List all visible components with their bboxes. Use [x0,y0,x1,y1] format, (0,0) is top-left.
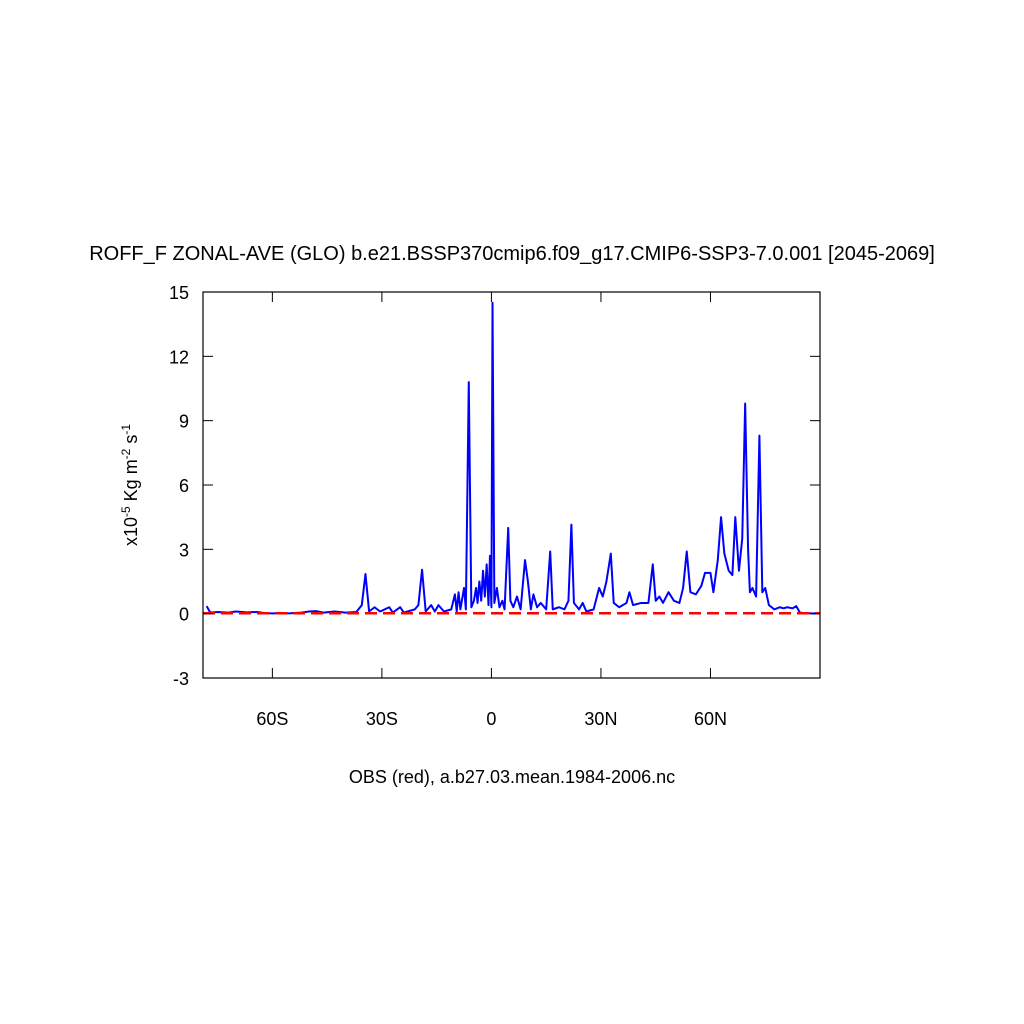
y-tick-label: 6 [179,476,189,496]
y-axis-label: x10-5 Kg m-2 s-1 [119,424,141,546]
y-tick-label: 15 [169,283,189,303]
x-tick-label: 30S [366,709,398,729]
y-tick-label: -3 [173,669,189,689]
x-tick-label: 60N [694,709,727,729]
y-label-part: x10 [121,517,141,546]
y-tick-label: 3 [179,540,189,560]
chart-title: ROFF_F ZONAL-AVE (GLO) b.e21.BSSP370cmip… [89,243,935,265]
y-label-sup: -2 [119,448,133,459]
y-label-part: s [121,435,141,449]
y-label-sup: -5 [119,506,133,517]
y-label-part: Kg m [121,459,141,506]
plot-frame [202,291,821,679]
subtitle: OBS (red), a.b27.03.mean.1984-2006.nc [349,767,675,787]
y-label-sup: -1 [119,424,133,435]
x-tick-label: 60S [256,709,288,729]
x-tick-label: 0 [486,709,496,729]
y-tick-label: 12 [169,347,189,367]
data-line [205,301,821,615]
y-tick-label: 0 [179,605,189,625]
y-tick-label: 9 [179,412,189,432]
x-tick-label: 30N [584,709,617,729]
